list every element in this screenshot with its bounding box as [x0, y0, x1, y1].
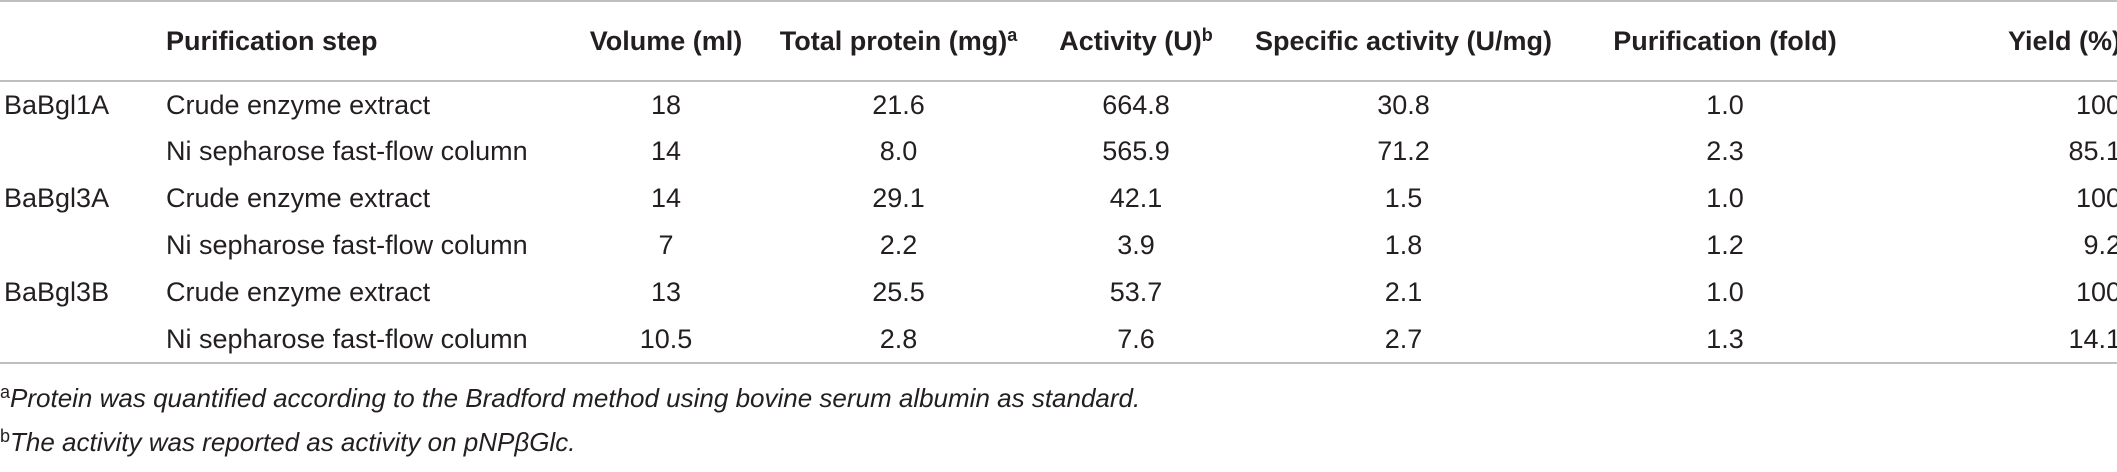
header-total-protein-label: Total protein (mg) [779, 25, 1008, 56]
table-row: Ni sepharose fast-flow column 10.5 2.8 7… [0, 316, 2117, 364]
table-row: BaBgl3B Crude enzyme extract 13 25.5 53.… [0, 269, 2117, 316]
cell-yield: 100 [2075, 183, 2117, 213]
cell-activity: 42.1 [1109, 183, 1163, 213]
cell-activity: 565.9 [1102, 136, 1170, 166]
table-row: Ni sepharose fast-flow column 7 2.2 3.9 … [0, 222, 2117, 269]
footnote-a: aProtein was quantified according to the… [0, 376, 2117, 420]
cell-total-protein: 2.8 [766, 316, 1031, 364]
table-header: Purification step Volume (ml) Total prot… [0, 0, 2117, 82]
table-row: BaBgl3A Crude enzyme extract 14 29.1 42.… [0, 175, 2117, 222]
cell-enzyme: BaBgl1A [4, 89, 110, 120]
cell-total-protein: 8.0 [879, 136, 918, 166]
header-row: Purification step Volume (ml) Total prot… [0, 0, 2117, 82]
cell-purification: 1.0 [1706, 277, 1744, 307]
cell-enzyme [0, 222, 166, 269]
cell-total-protein: 2.2 [879, 230, 918, 260]
cell-purification: 1.3 [1566, 316, 1884, 364]
cell-purification: 2.3 [1706, 136, 1744, 166]
header-purification-step: Purification step [166, 0, 566, 82]
cell-purification: 1.0 [1706, 89, 1744, 120]
cell-volume: 14 [650, 136, 682, 166]
header-volume: Volume (ml) [566, 0, 766, 82]
header-total-protein: Total protein (mg)a [766, 0, 1031, 82]
cell-specific-activity: 1.8 [1384, 230, 1423, 260]
cell-step: Ni sepharose fast-flow column [166, 136, 528, 166]
cell-yield: 100 [2075, 277, 2117, 307]
cell-total-protein: 29.1 [872, 183, 925, 213]
footnote-marker-a: a [1007, 24, 1018, 45]
cell-activity: 53.7 [1109, 277, 1163, 307]
cell-yield: 9.2 [2083, 230, 2117, 260]
cell-volume: 14 [650, 183, 682, 213]
footnote-a-text: Protein was quantified according to the … [10, 383, 1141, 413]
purification-table-container: Purification step Volume (ml) Total prot… [0, 0, 2117, 364]
cell-purification: 1.2 [1706, 230, 1744, 260]
table-footnotes: aProtein was quantified according to the… [0, 376, 2117, 464]
cell-specific-activity: 30.8 [1377, 89, 1430, 120]
cell-yield: 85.1 [2068, 136, 2117, 166]
footnote-marker-b: b [1201, 24, 1213, 45]
header-purification-fold: Purification (fold) [1566, 0, 1884, 82]
header-activity: Activity (U)b [1031, 0, 1241, 82]
table-body: BaBgl1A Crude enzyme extract 18 21.6 664… [0, 81, 2117, 364]
cell-volume: 13 [650, 277, 682, 307]
cell-activity: 7.6 [1031, 316, 1241, 364]
table-row: BaBgl1A Crude enzyme extract 18 21.6 664… [0, 81, 2117, 128]
cell-specific-activity: 1.5 [1384, 183, 1423, 213]
cell-volume: 7 [658, 230, 674, 260]
cell-total-protein: 21.6 [872, 89, 925, 120]
table-row: Ni sepharose fast-flow column 14 8.0 565… [0, 128, 2117, 175]
cell-purification: 1.0 [1706, 183, 1744, 213]
cell-yield: 100 [2075, 89, 2117, 120]
cell-specific-activity: 71.2 [1377, 136, 1430, 166]
header-activity-label: Activity (U) [1059, 25, 1202, 56]
footnote-b-marker: b [0, 426, 11, 446]
purification-table: Purification step Volume (ml) Total prot… [0, 0, 2117, 364]
cell-total-protein: 25.5 [872, 277, 925, 307]
footnote-b: bThe activity was reported as activity o… [0, 420, 2117, 464]
cell-step: Crude enzyme extract [166, 277, 431, 307]
cell-activity: 3.9 [1117, 230, 1155, 260]
header-specific-activity: Specific activity (U/mg) [1241, 0, 1566, 82]
cell-step: Ni sepharose fast-flow column [166, 316, 566, 364]
cell-activity: 664.8 [1102, 89, 1170, 120]
footnote-a-marker: a [0, 382, 11, 402]
cell-enzyme: BaBgl3A [4, 183, 110, 213]
cell-specific-activity: 2.7 [1241, 316, 1566, 364]
footnote-b-text: The activity was reported as activity on… [10, 427, 576, 457]
cell-enzyme [0, 316, 166, 364]
cell-step: Crude enzyme extract [166, 183, 431, 213]
cell-step: Crude enzyme extract [166, 89, 431, 120]
cell-enzyme: BaBgl3B [4, 277, 110, 307]
cell-volume: 18 [650, 89, 682, 120]
cell-enzyme [0, 128, 166, 175]
cell-step: Ni sepharose fast-flow column [166, 230, 528, 260]
cell-yield: 14.1 [1884, 316, 2117, 364]
header-yield: Yield (%) [1884, 0, 2117, 82]
cell-specific-activity: 2.1 [1384, 277, 1423, 307]
header-enzyme [0, 0, 166, 82]
cell-volume: 10.5 [566, 316, 766, 364]
